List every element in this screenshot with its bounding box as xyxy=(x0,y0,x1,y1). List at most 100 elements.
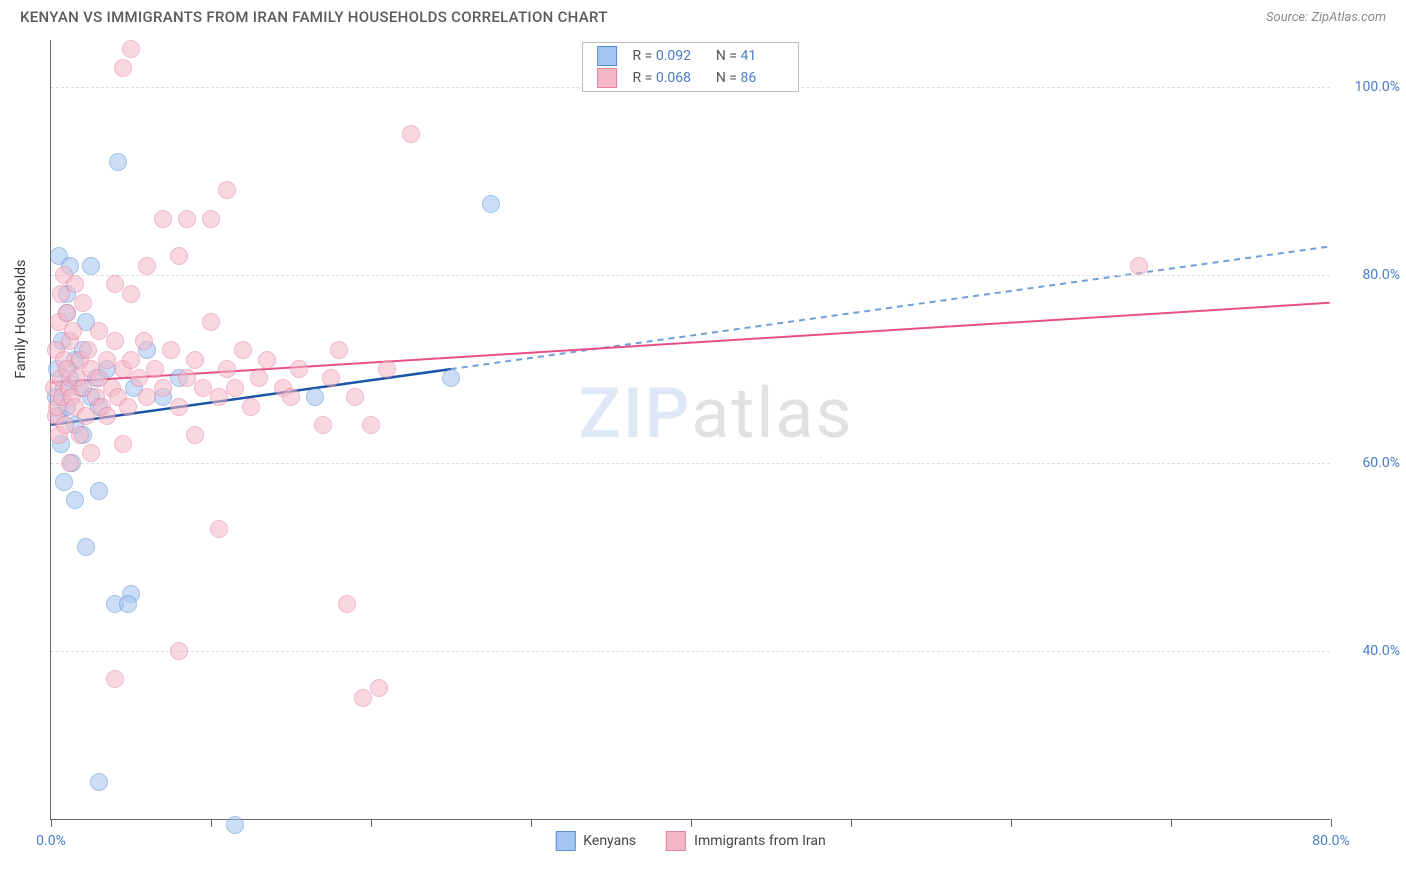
stat-n-label: N = xyxy=(716,48,741,64)
data-point xyxy=(202,210,220,228)
data-point xyxy=(79,341,97,359)
trend-line-dashed xyxy=(451,246,1330,369)
data-point xyxy=(98,407,116,425)
chart-source: Source: ZipAtlas.com xyxy=(1266,10,1386,25)
stat-n-label: N = xyxy=(716,70,741,86)
data-point xyxy=(82,444,100,462)
trend-lines xyxy=(51,40,1330,819)
data-point xyxy=(338,595,356,613)
data-point xyxy=(154,210,172,228)
legend-item: Kenyans xyxy=(555,831,636,851)
data-point xyxy=(322,369,340,387)
x-tick xyxy=(691,819,692,827)
data-point xyxy=(1130,257,1148,275)
data-point xyxy=(314,416,332,434)
gridline-h xyxy=(51,463,1330,464)
stat-n-value: 86 xyxy=(740,70,784,86)
data-point xyxy=(114,435,132,453)
data-point xyxy=(74,294,92,312)
data-point xyxy=(138,388,156,406)
stat-r-label: R = xyxy=(633,48,656,64)
data-point xyxy=(330,341,348,359)
chart-header: KENYAN VS IMMIGRANTS FROM IRAN FAMILY HO… xyxy=(0,0,1406,30)
x-tick-label: 80.0% xyxy=(1312,833,1350,849)
data-point xyxy=(90,482,108,500)
data-point xyxy=(90,773,108,791)
stat-n-value: 41 xyxy=(740,48,784,64)
y-tick-label: 100.0% xyxy=(1340,79,1400,95)
data-point xyxy=(226,816,244,834)
x-tick xyxy=(211,819,212,827)
data-point xyxy=(482,195,500,213)
data-point xyxy=(146,360,164,378)
data-point xyxy=(66,491,84,509)
x-tick xyxy=(1011,819,1012,827)
data-point xyxy=(290,360,308,378)
data-point xyxy=(58,304,76,322)
x-tick xyxy=(851,819,852,827)
data-point xyxy=(170,398,188,416)
data-point xyxy=(170,247,188,265)
legend-stats: R = 0.092 N = 41 R = 0.068 N = 86 xyxy=(582,42,800,92)
data-point xyxy=(234,341,252,359)
y-axis-label: Family Households xyxy=(13,259,29,378)
legend-swatch xyxy=(597,46,617,66)
data-point xyxy=(82,257,100,275)
data-point xyxy=(178,210,196,228)
data-point xyxy=(282,388,300,406)
x-tick xyxy=(51,819,52,827)
data-point xyxy=(138,257,156,275)
data-point xyxy=(370,679,388,697)
x-tick xyxy=(371,819,372,827)
data-point xyxy=(122,351,140,369)
data-point xyxy=(64,322,82,340)
data-point xyxy=(362,416,380,434)
gridline-h xyxy=(51,275,1330,276)
legend-swatch xyxy=(555,831,575,851)
data-point xyxy=(162,341,180,359)
data-point xyxy=(218,360,236,378)
data-point xyxy=(202,313,220,331)
legend-item: Immigrants from Iran xyxy=(666,831,826,851)
data-point xyxy=(122,285,140,303)
data-point xyxy=(378,360,396,378)
y-tick-label: 40.0% xyxy=(1340,643,1400,659)
data-point xyxy=(306,388,324,406)
x-tick xyxy=(531,819,532,827)
legend-stat-row: R = 0.092 N = 41 xyxy=(583,45,799,67)
legend-label: Kenyans xyxy=(583,833,636,849)
legend-stat-row: R = 0.068 N = 86 xyxy=(583,67,799,89)
data-point xyxy=(186,351,204,369)
data-point xyxy=(186,426,204,444)
data-point xyxy=(61,454,79,472)
y-tick-label: 60.0% xyxy=(1340,455,1400,471)
data-point xyxy=(106,670,124,688)
chart-container: ZIPatlas R = 0.092N = 41R = 0.068N = 86 … xyxy=(50,40,1390,840)
data-point xyxy=(109,153,127,171)
data-point xyxy=(77,538,95,556)
watermark: ZIPatlas xyxy=(579,373,854,455)
data-point xyxy=(258,351,276,369)
data-point xyxy=(135,332,153,350)
data-point xyxy=(122,40,140,58)
stat-r-value: 0.092 xyxy=(656,48,700,64)
stat-r-value: 0.068 xyxy=(656,70,700,86)
data-point xyxy=(154,379,172,397)
data-point xyxy=(170,642,188,660)
source-link[interactable]: ZipAtlas.com xyxy=(1311,10,1386,25)
data-point xyxy=(114,59,132,77)
plot-area: ZIPatlas R = 0.092N = 41R = 0.068N = 86 … xyxy=(50,40,1330,820)
data-point xyxy=(442,369,460,387)
x-tick xyxy=(1171,819,1172,827)
data-point xyxy=(250,369,268,387)
stat-r-label: R = xyxy=(633,70,656,86)
y-tick-label: 80.0% xyxy=(1340,267,1400,283)
x-tick-label: 0.0% xyxy=(36,833,66,849)
data-point xyxy=(119,595,137,613)
legend-swatch xyxy=(597,68,617,88)
data-point xyxy=(119,398,137,416)
legend-series: Kenyans Immigrants from Iran xyxy=(555,831,825,851)
data-point xyxy=(106,332,124,350)
data-point xyxy=(402,125,420,143)
data-point xyxy=(354,689,372,707)
